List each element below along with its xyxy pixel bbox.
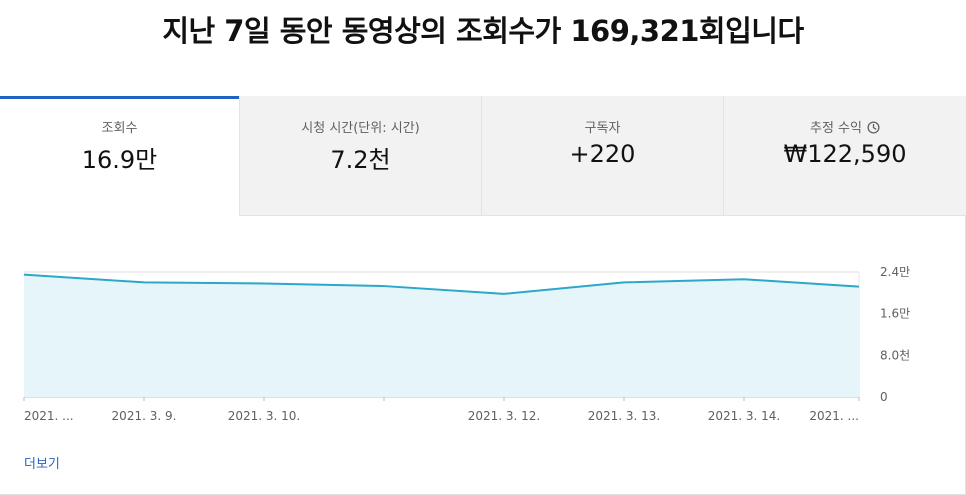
tab-watch-time-value: 7.2천 xyxy=(330,146,391,174)
y-tick-label: 8.0천 xyxy=(880,347,910,362)
tab-watch-time-label: 시청 시간(단위: 시간) xyxy=(301,121,420,136)
x-tick-label: 2021. 3. 13. xyxy=(588,409,661,423)
series-line xyxy=(23,273,860,295)
tab-revenue-label: 추정 수익 xyxy=(810,121,862,136)
tab-revenue[interactable]: 추정 수익 ₩122,590 xyxy=(723,96,966,216)
y-tick-label: 0 xyxy=(880,390,888,404)
tab-subscribers-label: 구독자 xyxy=(584,121,621,136)
tab-revenue-label-wrap: 추정 수익 xyxy=(724,117,966,136)
tab-views[interactable]: 조회수 16.9만 xyxy=(0,96,239,216)
y-tick-label: 2.4만 xyxy=(880,265,910,279)
tab-views-label: 조회수 xyxy=(101,121,138,136)
more-link[interactable]: 더보기 xyxy=(24,457,60,472)
tab-subscribers[interactable]: 구독자 +220 xyxy=(481,96,723,216)
views-chart: 2.4만 1.6만 8.0천 0 2021. ... 2021. 3. 9. 2021. 3… xyxy=(23,265,910,423)
x-tick-label: 2021. ... xyxy=(24,409,74,423)
tab-subscribers-value: +220 xyxy=(569,140,636,168)
analytics-card: 조회수 16.9만 시청 시간(단위: 시간) 7.2천 구독자 +220 추정… xyxy=(0,96,966,495)
metric-tabs: 조회수 16.9만 시청 시간(단위: 시간) 7.2천 구독자 +220 추정… xyxy=(0,96,966,216)
x-tick-label: 2021. 3. 12. xyxy=(468,409,541,423)
tab-watch-time[interactable]: 시청 시간(단위: 시간) 7.2천 xyxy=(239,96,481,216)
x-tick-label: 2021. 3. 14. xyxy=(708,409,781,423)
tab-views-value: 16.9만 xyxy=(81,146,158,174)
x-tick-label: 2021. ... xyxy=(809,409,859,423)
page-title: 지난 7일 동안 동영상의 조회수가 169,321회입니다 xyxy=(162,14,804,48)
x-tick-label: 2021. 3. 10. xyxy=(228,409,301,423)
clock-icon xyxy=(867,121,880,134)
area-fill xyxy=(24,274,859,397)
y-tick-label: 1.6만 xyxy=(880,307,910,321)
tab-revenue-value: ₩122,590 xyxy=(783,140,907,168)
x-tick-label: 2021. 3. 9. xyxy=(112,409,177,423)
